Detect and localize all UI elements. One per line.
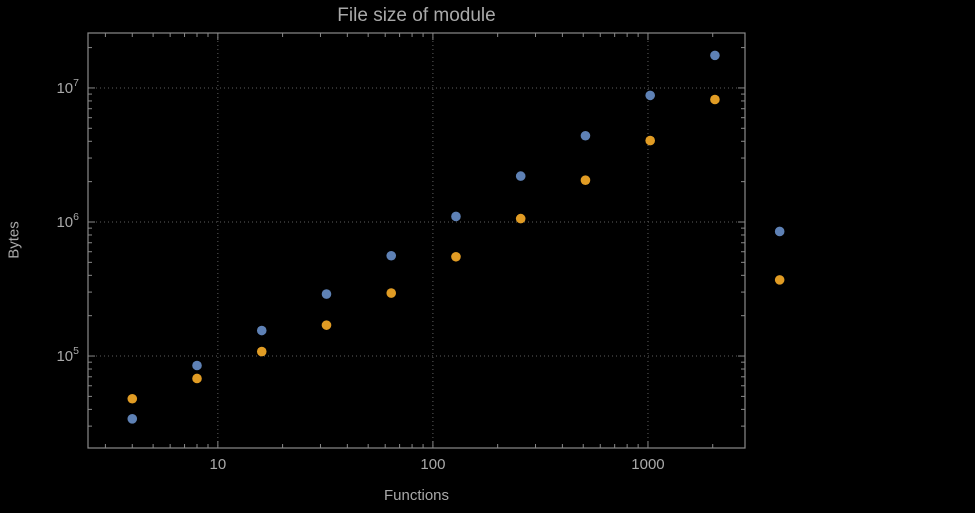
x-tick-label: 10 <box>210 456 227 473</box>
data-point-orange <box>451 251 461 262</box>
data-point-orange <box>774 275 785 285</box>
y-tick-label: 107 <box>56 77 79 97</box>
data-point-blue <box>321 289 332 299</box>
chart-title: File size of module <box>337 5 496 26</box>
data-point-blue <box>127 414 138 424</box>
x-tick-label: 1000 <box>631 456 664 473</box>
data-point-orange <box>710 94 720 105</box>
data-point-blue <box>256 325 267 336</box>
data-point-blue <box>710 50 720 61</box>
x-tick-label: 100 <box>420 456 445 473</box>
data-point-blue <box>580 130 591 141</box>
data-point-orange <box>321 320 332 330</box>
data-point-orange <box>580 175 591 186</box>
data-point-blue <box>515 171 526 181</box>
data-point-orange <box>256 346 267 357</box>
y-tick-label: 105 <box>56 345 79 365</box>
x-axis-label: Functions <box>383 487 450 504</box>
data-point-orange <box>515 213 526 224</box>
data-point-blue <box>192 360 202 371</box>
data-point-blue <box>645 90 655 101</box>
data-point-orange <box>645 135 655 146</box>
data-point-orange <box>192 373 202 384</box>
data-point-orange <box>386 288 397 298</box>
data-point-blue <box>386 250 397 261</box>
y-tick-label: 106 <box>56 211 79 231</box>
plot-frame <box>87 32 746 449</box>
data-point-blue <box>451 211 461 222</box>
data-point-orange <box>127 393 138 404</box>
data-point-blue <box>774 226 785 237</box>
